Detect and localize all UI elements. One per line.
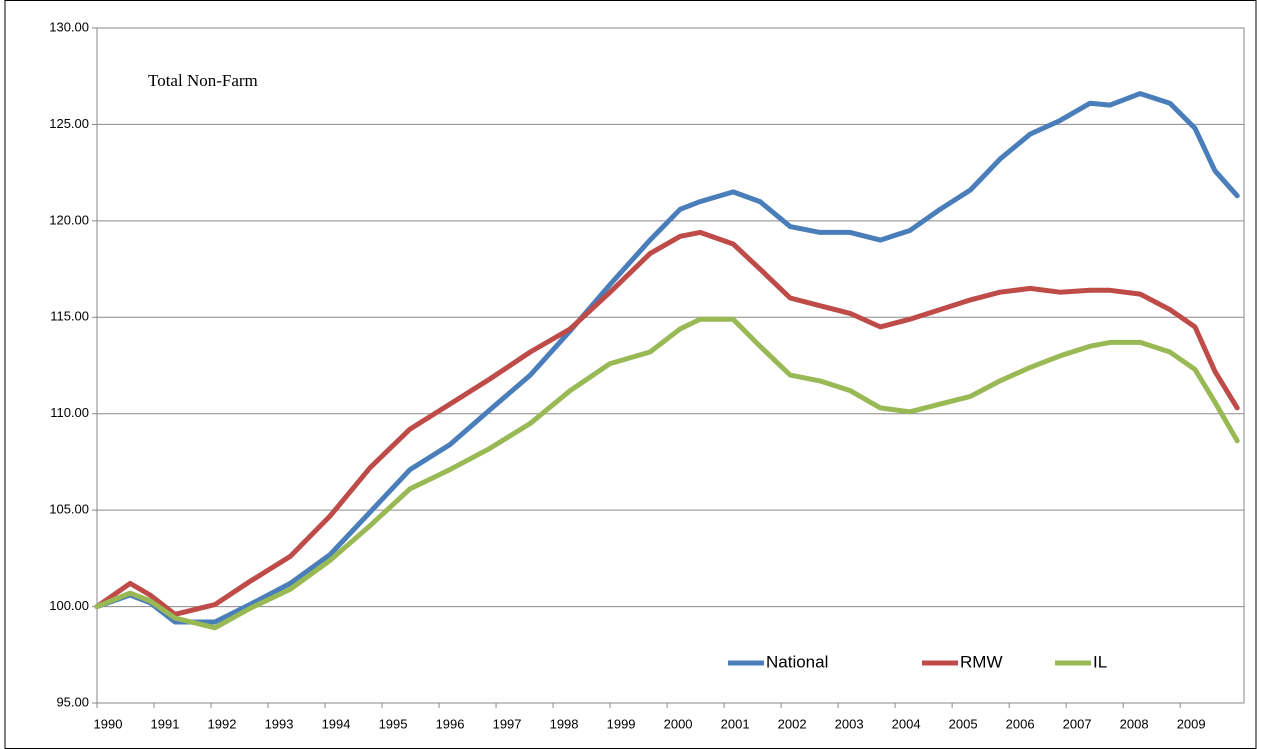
x-tick-label: 1996 [436,716,465,731]
x-tick-label: 2005 [949,716,978,731]
x-tick-label: 1997 [493,716,522,731]
y-tick-label: 115.00 [50,309,89,324]
x-tick-label: 1998 [550,716,579,731]
legend-label: IL [1093,652,1107,671]
legend-label: National [766,652,828,671]
series-line [94,229,1240,617]
x-tick-label: 2001 [721,716,750,731]
x-tick-label: 1991 [151,716,180,731]
y-tick-label: 105.00 [49,502,89,517]
x-tick-label: 1999 [607,716,636,731]
x-tick-label: 1995 [379,716,408,731]
y-tick-label: 95.00 [56,694,89,709]
x-tick-label: 2002 [778,716,807,731]
x-tick-label: 2009 [1177,716,1206,731]
x-tick-label: 1994 [322,716,351,731]
y-tick-label: 125.00 [49,116,89,131]
y-tick-label: 110.00 [50,405,89,420]
y-tick-label: 100.00 [49,598,89,613]
plot-border [96,27,1245,704]
x-tick-label: 2000 [664,716,693,731]
x-tick-label: 1993 [265,716,294,731]
y-tick-label: 130.00 [49,19,89,34]
x-tick-label: 2006 [1006,716,1035,731]
x-tick-label: 2008 [1120,716,1149,731]
legend-label: RMW [960,652,1002,671]
x-tick-label: 2003 [835,716,864,731]
x-tick-label: 2004 [892,716,921,731]
series-line [94,316,1240,631]
y-tick-label: 120.00 [49,212,89,227]
x-tick-label: 1992 [208,716,237,731]
x-tick-label: 2007 [1063,716,1092,731]
chart-title: Total Non-Farm [148,71,258,90]
chart-frame [4,0,1257,749]
x-tick-label: 1990 [94,716,123,731]
series-line [94,91,1240,625]
